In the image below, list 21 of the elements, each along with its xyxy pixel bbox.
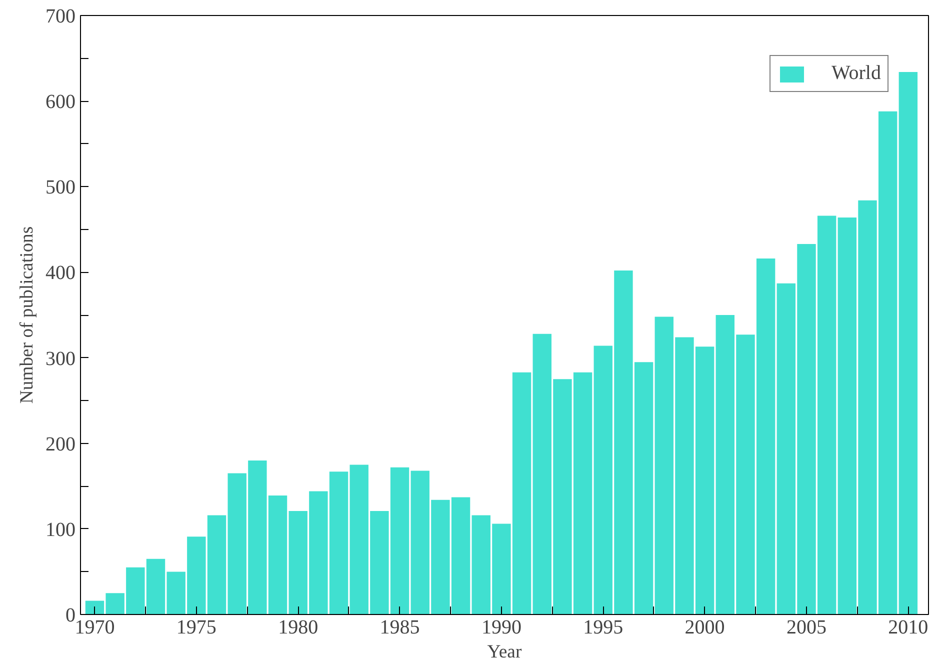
y-tick-label: 500 (46, 176, 76, 199)
x-tick-label: 2000 (684, 616, 725, 638)
bar (898, 72, 918, 614)
y-tick-label: 600 (46, 91, 76, 114)
x-tick-label: 2010 (888, 616, 928, 638)
legend-label: World (832, 62, 881, 85)
x-tick-label: 1995 (583, 616, 624, 638)
y-tick-label: 700 (46, 6, 76, 28)
x-tick-label: 1970 (74, 616, 115, 638)
x-tick-label: 1985 (380, 616, 420, 638)
y-tick-label: 200 (46, 433, 76, 456)
y-tick-label: 300 (46, 348, 76, 370)
x-tick-label: 1975 (176, 616, 216, 638)
x-tick-label: 1980 (278, 616, 318, 638)
x-tick-label: 1990 (481, 616, 522, 638)
y-axis-title: Number of publications (16, 226, 38, 404)
y-tick-label: 100 (46, 518, 76, 541)
x-tick-label: 2005 (786, 616, 826, 638)
x-axis-title: Year (487, 642, 522, 662)
y-tick-label: 0 (66, 604, 76, 626)
y-tick-label: 400 (46, 262, 76, 284)
